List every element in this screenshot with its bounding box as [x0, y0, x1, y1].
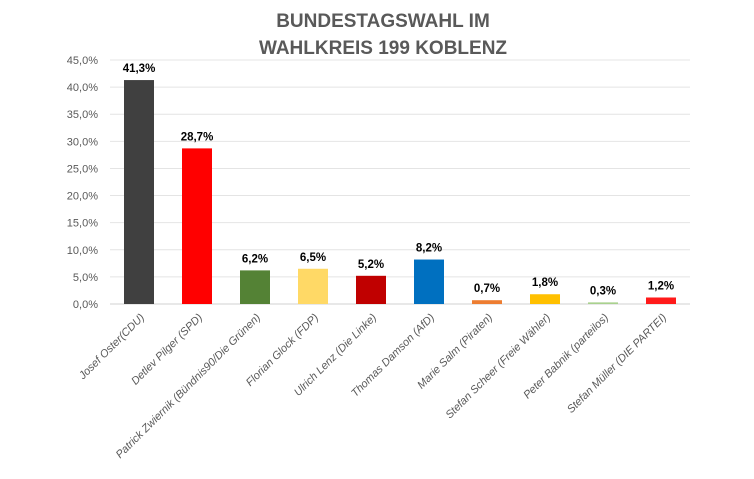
y-tick-label: 10,0% — [67, 245, 98, 257]
bar — [298, 268, 328, 304]
bar — [472, 300, 502, 304]
bar — [182, 148, 212, 304]
data-label: 28,7% — [181, 131, 214, 143]
data-label: 6,5% — [300, 252, 326, 264]
bar — [588, 302, 618, 304]
bar — [124, 80, 154, 304]
y-tick-label: 0,0% — [73, 299, 98, 311]
data-label: 1,8% — [532, 277, 558, 289]
y-tick-label: 15,0% — [67, 218, 98, 230]
y-tick-label: 35,0% — [67, 109, 98, 121]
data-label: 6,2% — [242, 253, 268, 265]
y-tick-label: 20,0% — [67, 191, 98, 203]
chart-title-line-2: WAHLKREIS 199 KOBLENZ — [259, 38, 507, 59]
x-category-label: Stefan Müller (DIE PARTEI) — [565, 311, 669, 415]
chart-title-line-1: BUNDESTAGSWAHL IM — [276, 11, 490, 32]
bar — [356, 275, 386, 304]
y-tick-label: 40,0% — [67, 82, 98, 94]
data-label: 41,3% — [123, 63, 156, 75]
bar — [240, 270, 270, 304]
x-category-label: Stefan Scheer (Freie Wähler) — [443, 311, 553, 421]
y-tick-label: 5,0% — [73, 272, 98, 284]
y-tick-label: 25,0% — [67, 163, 98, 175]
data-label: 8,2% — [416, 243, 442, 255]
bar — [414, 259, 444, 304]
data-label: 0,3% — [590, 285, 616, 297]
bar — [646, 297, 676, 304]
data-label: 0,7% — [474, 283, 500, 295]
bar — [530, 294, 560, 304]
y-tick-label: 30,0% — [67, 136, 98, 148]
y-tick-label: 45,0% — [67, 55, 98, 67]
data-label: 5,2% — [358, 259, 384, 271]
data-label: 1,2% — [648, 280, 674, 292]
